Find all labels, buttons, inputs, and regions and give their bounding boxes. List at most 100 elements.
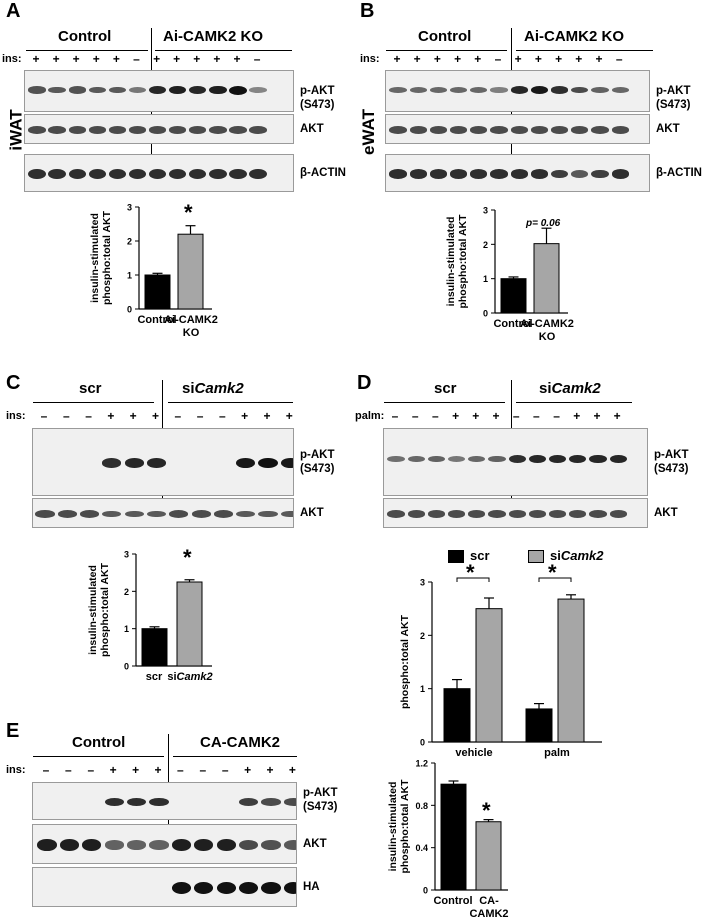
y-tick-label-A-1: 1: [127, 271, 132, 281]
y-tick-label-C-1: 1: [124, 624, 129, 634]
lane-sign-B-2: +: [433, 52, 441, 66]
lane-sign-C-7: –: [196, 409, 204, 423]
treatment-label-D: palm:: [355, 410, 385, 422]
group-line-E-1: [33, 756, 164, 757]
category-label-B-1-0: Ai-CAMK2: [520, 318, 574, 330]
group-line-E-2: [173, 756, 297, 757]
lane-sign-D-4: +: [472, 409, 480, 423]
band-E-1-10: [261, 840, 281, 850]
lane-sign-C-2: –: [85, 409, 92, 423]
group-label-E-1: Control: [72, 734, 126, 751]
category-label-B-1-1: KO: [539, 331, 556, 343]
y-tick-label-A-0: 0: [127, 305, 132, 315]
p-value-B: p= 0.06: [526, 218, 561, 229]
category-label-B-0-0: Control: [493, 318, 532, 330]
lane-sign-D-11: +: [613, 409, 621, 423]
band-B-2-10: [591, 169, 609, 179]
lane-sign-A-1: +: [52, 52, 60, 66]
category-label-A-1-1: KO: [183, 327, 200, 339]
legend-swatch-siCamk2: [528, 550, 544, 563]
lane-sign-C-10: +: [263, 409, 271, 423]
band-B-0-8: [550, 86, 569, 94]
y-tick-label-E-2: 0.8: [415, 801, 428, 811]
lane-sign-E-0: –: [42, 763, 50, 777]
band-E-1-4: [126, 840, 147, 850]
band-C-1-6: [169, 510, 189, 518]
band-D-1-2: [427, 510, 446, 518]
band-C-1-5: [146, 510, 167, 518]
lane-sign-E-11: +: [288, 763, 296, 777]
band-D-0-8: [548, 454, 567, 464]
lane-sign-A-9: +: [213, 52, 221, 66]
group-label-D-2: siCamk2: [539, 380, 601, 397]
band-A-1-3: [88, 126, 106, 134]
band-D-1-10: [589, 510, 607, 518]
band-B-1-1: [409, 126, 427, 134]
band-A-2-4: [108, 168, 127, 179]
row-label-A-0: p-AKT (S473): [300, 85, 335, 111]
lane-sign-C-11: +: [285, 409, 293, 423]
band-A-0-2: [68, 86, 86, 94]
lane-sign-B-5: –: [494, 52, 502, 66]
y-axis-label-B: insulin-stimulated phospho:total AKT: [445, 214, 469, 309]
band-A-1-7: [169, 126, 187, 134]
bar-C-0: [141, 628, 168, 667]
band-C-1-11: [280, 510, 293, 518]
band-A-0-7: [169, 85, 187, 95]
band-C-1-4: [124, 510, 144, 518]
y-tick-label-D-1: 1: [420, 684, 425, 694]
lane-sign-B-3: +: [454, 52, 462, 66]
band-B-2-5: [490, 169, 508, 179]
band-E-1-1: [59, 839, 80, 851]
category-label-D-1-0: palm: [544, 747, 570, 759]
band-C-0-11: [280, 458, 293, 468]
band-A-2-3: [88, 168, 106, 179]
band-B-1-11: [611, 126, 629, 134]
lane-sign-C-1: –: [62, 409, 70, 423]
band-C-1-8: [213, 510, 233, 518]
blot-E-1: [32, 824, 297, 864]
y-tick-label-B-1: 1: [483, 274, 488, 284]
band-D-0-11: [609, 454, 627, 464]
band-A-1-1: [48, 126, 66, 134]
treatment-label-C: ins:: [6, 410, 26, 422]
band-E-2-6: [171, 882, 192, 894]
lane-sign-D-0: –: [391, 409, 399, 423]
band-A-2-10: [229, 168, 247, 179]
lane-sign-A-7: +: [173, 52, 181, 66]
blot-C-0: [32, 428, 294, 496]
band-B-2-1: [409, 169, 427, 179]
band-D-0-6: [508, 454, 526, 464]
lane-sign-E-10: +: [266, 763, 274, 777]
band-D-1-4: [468, 510, 486, 518]
bar-E-1: [475, 821, 502, 891]
band-D-1-6: [508, 510, 526, 518]
bar-E-0: [440, 783, 467, 891]
y-axis-label-line-E-1: phospho:total AKT: [399, 779, 411, 874]
band-E-1-3: [104, 840, 124, 850]
lane-sign-C-8: –: [219, 409, 226, 423]
row-label-E-2: HA: [303, 881, 320, 893]
blot-B-1: [385, 114, 650, 144]
lane-sign-D-1: –: [411, 409, 419, 423]
blot-A-1: [24, 114, 294, 144]
lane-sign-E-8: –: [221, 763, 229, 777]
band-B-1-10: [591, 126, 609, 134]
band-A-1-10: [229, 126, 247, 134]
lane-sign-A-10: +: [233, 52, 241, 66]
band-E-1-9: [238, 840, 259, 850]
band-A-1-5: [128, 126, 147, 134]
lane-sign-E-9: +: [244, 763, 252, 777]
y-axis-label-line-A-0: insulin-stimulated: [89, 213, 101, 303]
band-B-0-2: [429, 87, 448, 93]
y-tick-label-C-3: 3: [124, 550, 129, 560]
blot-C-1: [32, 498, 294, 528]
band-A-1-0: [28, 126, 46, 134]
band-B-1-6: [510, 126, 528, 134]
lane-sign-C-4: +: [129, 409, 137, 423]
y-tick-label-E-3: 1.2: [415, 759, 428, 769]
band-B-2-2: [429, 169, 448, 179]
band-B-0-10: [591, 86, 609, 93]
band-C-0-3: [102, 458, 122, 468]
band-D-0-3: [447, 455, 466, 463]
